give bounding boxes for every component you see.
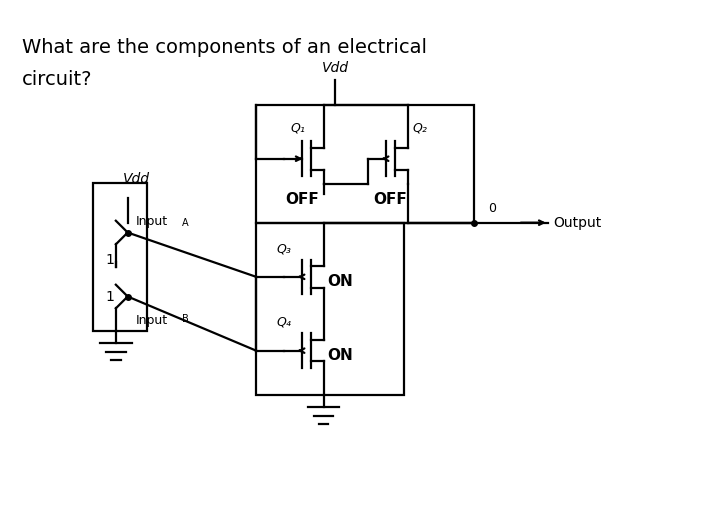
Text: A: A xyxy=(182,218,189,228)
Text: Output: Output xyxy=(554,215,602,230)
Bar xyxy=(256,223,404,395)
Text: B: B xyxy=(182,314,189,324)
Text: Input: Input xyxy=(136,214,168,228)
Text: circuit?: circuit? xyxy=(22,70,93,89)
Text: 1: 1 xyxy=(105,289,115,304)
Text: Q₃: Q₃ xyxy=(276,242,291,255)
Text: Q₁: Q₁ xyxy=(290,122,305,135)
Text: Vdd: Vdd xyxy=(123,172,150,186)
Text: OFF: OFF xyxy=(285,192,319,207)
Text: 1: 1 xyxy=(105,253,115,267)
Text: What are the components of an electrical: What are the components of an electrical xyxy=(22,38,427,56)
Text: Q₂: Q₂ xyxy=(412,122,427,135)
Bar xyxy=(256,105,474,223)
Text: Q₄: Q₄ xyxy=(276,316,291,329)
Text: OFF: OFF xyxy=(373,192,407,207)
Bar xyxy=(93,184,148,331)
Text: Vdd: Vdd xyxy=(322,61,349,75)
Text: 0: 0 xyxy=(489,202,496,215)
Text: ON: ON xyxy=(327,275,354,289)
Text: Input: Input xyxy=(136,314,168,327)
Text: ON: ON xyxy=(327,348,354,363)
